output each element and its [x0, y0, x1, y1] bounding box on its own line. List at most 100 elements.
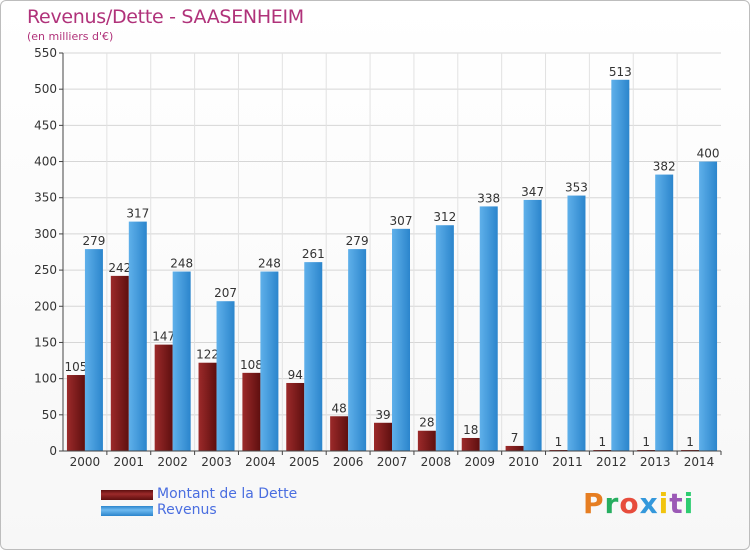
- y-tick-label: 50: [42, 408, 57, 422]
- y-tick-label: 400: [34, 155, 57, 169]
- logo-letter: i: [683, 487, 695, 520]
- logo-letter: i: [658, 487, 670, 520]
- y-tick-label: 0: [49, 444, 57, 458]
- y-tick-label: 100: [34, 372, 57, 386]
- legend-swatch-debt: [101, 490, 153, 500]
- data-label-revenus-2005: 261: [302, 247, 325, 261]
- data-label-debt-2003: 122: [196, 348, 219, 362]
- data-label-debt-2004: 108: [240, 358, 263, 372]
- bar-debt-2007: [374, 422, 392, 451]
- data-label-revenus-2008: 312: [433, 210, 456, 224]
- bar-revenus-2008: [435, 225, 454, 451]
- data-label-debt-2012: 1: [599, 435, 607, 449]
- bar-revenus-2014: [699, 161, 718, 451]
- chart-title: Revenus/Dette - SAASENHEIM: [27, 6, 304, 28]
- data-label-revenus-2014: 400: [697, 147, 720, 161]
- data-label-revenus-2003: 207: [214, 286, 237, 300]
- data-label-revenus-2011: 353: [565, 181, 588, 195]
- x-tick-label: 2012: [596, 455, 627, 469]
- x-tick-label: 2004: [245, 455, 276, 469]
- bar-revenus-2011: [567, 195, 586, 451]
- y-tick-label: 200: [34, 299, 57, 313]
- data-label-revenus-2000: 279: [82, 234, 105, 248]
- bar-revenus-2012: [611, 79, 630, 452]
- x-tick-label: 2010: [508, 455, 539, 469]
- bar-debt-2002: [154, 344, 173, 451]
- bar-debt-2001: [110, 275, 129, 451]
- bar-revenus-2006: [348, 249, 367, 451]
- data-label-debt-2000: 105: [64, 360, 87, 374]
- logo-letter: o: [619, 487, 640, 520]
- bar-revenus-2004: [260, 271, 279, 451]
- logo-letter: P: [583, 487, 605, 520]
- x-tick-label: 2003: [201, 455, 232, 469]
- x-tick-label: 2000: [70, 455, 101, 469]
- bar-revenus-2000: [84, 249, 103, 451]
- x-tick-label: 2009: [464, 455, 495, 469]
- data-label-revenus-2012: 513: [609, 65, 632, 79]
- bar-revenus-2002: [172, 271, 191, 451]
- x-tick-label: 2008: [421, 455, 452, 469]
- bar-debt-2009: [461, 437, 480, 451]
- bar-revenus-2013: [655, 174, 674, 451]
- legend-label-revenus: Revenus: [157, 502, 217, 518]
- bar-revenus-2007: [392, 228, 410, 451]
- data-label-revenus-2009: 338: [477, 191, 500, 205]
- bar-revenus-2010: [523, 199, 542, 451]
- data-label-debt-2011: 1: [555, 435, 563, 449]
- data-label-revenus-2001: 317: [126, 207, 149, 221]
- bar-debt-2008: [417, 430, 436, 451]
- proxiti-logo: Proxiti: [583, 487, 694, 520]
- data-label-debt-2013: 1: [642, 435, 650, 449]
- data-label-revenus-2013: 382: [653, 160, 676, 174]
- bar-debt-2000: [66, 375, 85, 451]
- logo-letter: t: [669, 487, 684, 520]
- logo-letter: r: [604, 487, 620, 520]
- data-label-revenus-2006: 279: [346, 234, 369, 248]
- y-tick-label: 250: [34, 263, 57, 277]
- x-tick-label: 2013: [640, 455, 671, 469]
- data-label-revenus-2002: 248: [170, 257, 193, 271]
- x-tick-label: 2011: [552, 455, 583, 469]
- y-tick-label: 550: [34, 46, 57, 60]
- data-label-debt-2010: 7: [511, 431, 519, 445]
- y-tick-label: 500: [34, 82, 57, 96]
- y-tick-label: 300: [34, 227, 57, 241]
- bars: 1052792423171472481222071082489426148279…: [64, 65, 720, 452]
- x-tick-label: 2002: [157, 455, 188, 469]
- y-tick-label: 150: [34, 335, 57, 349]
- data-label-revenus-2004: 248: [258, 257, 281, 271]
- bar-revenus-2005: [304, 262, 323, 451]
- bar-debt-2005: [286, 382, 305, 451]
- y-axis: 0 50 100 150 200 250 300 350 400 450 500 550: [34, 46, 64, 458]
- data-label-debt-2005: 94: [288, 368, 303, 382]
- y-tick-label: 450: [34, 118, 57, 132]
- data-label-debt-2007: 39: [375, 408, 390, 422]
- legend-swatch-revenus: [101, 506, 153, 516]
- data-label-debt-2001: 242: [108, 261, 131, 275]
- bar-revenus-2001: [128, 221, 147, 451]
- x-axis: 2000 2001 2002 2003 2004 2005 2006 2007 2008 2009…: [63, 450, 722, 469]
- data-label-debt-2006: 48: [331, 401, 346, 415]
- legend-label-debt: Montant de la Dette: [157, 486, 298, 502]
- y-tick-label: 350: [34, 191, 57, 205]
- x-tick-label: 2006: [333, 455, 364, 469]
- x-tick-label: 2001: [114, 455, 145, 469]
- x-tick-label: 2005: [289, 455, 320, 469]
- bar-debt-2003: [198, 362, 217, 451]
- chart-subtitle: (en milliers d'€): [27, 30, 114, 43]
- x-tick-label: 2007: [377, 455, 408, 469]
- bar-debt-2010: [505, 445, 524, 451]
- bar-revenus-2009: [479, 206, 498, 451]
- data-label-debt-2009: 18: [463, 423, 478, 437]
- bar-debt-2006: [330, 416, 349, 451]
- bar-debt-2004: [242, 372, 261, 451]
- data-label-revenus-2010: 347: [521, 185, 544, 199]
- data-label-debt-2008: 28: [419, 416, 434, 430]
- x-tick-label: 2014: [684, 455, 715, 469]
- data-label-debt-2002: 147: [152, 330, 175, 344]
- logo-letter: x: [639, 487, 659, 520]
- bar-revenus-2003: [216, 301, 235, 451]
